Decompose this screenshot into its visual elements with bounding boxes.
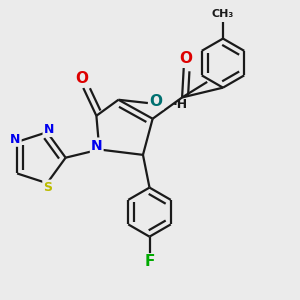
Text: O: O xyxy=(150,94,163,109)
Text: F: F xyxy=(144,254,155,269)
Text: S: S xyxy=(43,181,52,194)
Text: O: O xyxy=(75,71,88,86)
Text: ·H: ·H xyxy=(172,98,188,111)
Text: N: N xyxy=(44,123,54,136)
Text: O: O xyxy=(179,51,192,66)
Text: CH₃: CH₃ xyxy=(212,9,234,19)
Text: N: N xyxy=(91,139,103,153)
Text: N: N xyxy=(10,133,21,146)
